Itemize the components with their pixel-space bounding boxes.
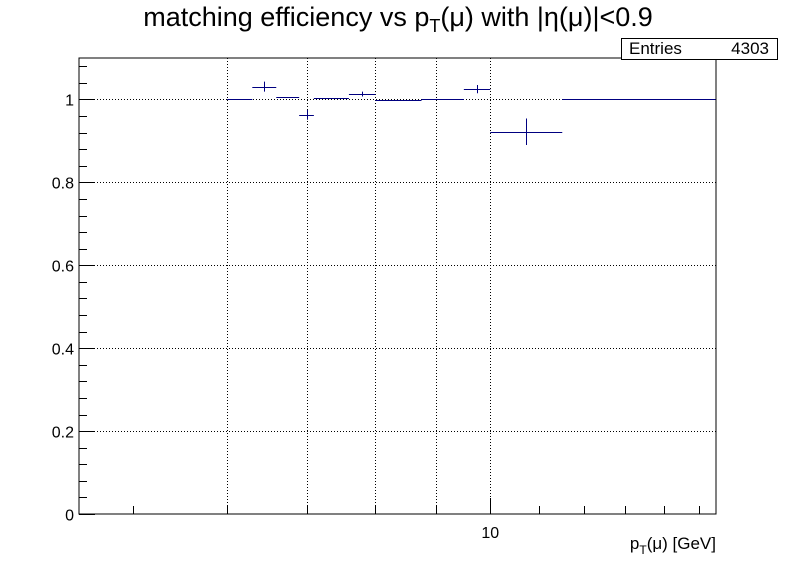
y-tick-label: 1: [65, 93, 74, 110]
y-tick-label: 0.8: [52, 176, 74, 193]
y-tick-label: 0.2: [52, 425, 74, 442]
data-point: [252, 81, 277, 92]
data-point: [348, 91, 376, 97]
data-point: [299, 109, 314, 120]
y-tick-label: 0.6: [52, 259, 74, 276]
tick-labels: 0 0.2 0.4 0.6 0.8 1 10: [52, 93, 500, 543]
y-tick-label: 0: [65, 508, 74, 525]
stats-box: Entries 4303: [621, 38, 778, 60]
chart-title: matching efficiency vs pT(μ) with |η(μ)|…: [143, 2, 653, 36]
data-point: [463, 84, 491, 94]
stats-entries-value: 4303: [731, 39, 769, 58]
x-axis-label: pT(μ) [GeV]: [629, 534, 716, 557]
data-point: [490, 118, 563, 146]
axis-ticks: [79, 66, 700, 515]
data-points: [227, 81, 716, 146]
x-tick-label: 10: [481, 525, 499, 542]
y-tick-label: 0.4: [52, 342, 74, 359]
grid-lines: [79, 58, 716, 514]
plot-frame: [78, 57, 717, 515]
stats-entries-label: Entries: [629, 39, 682, 58]
